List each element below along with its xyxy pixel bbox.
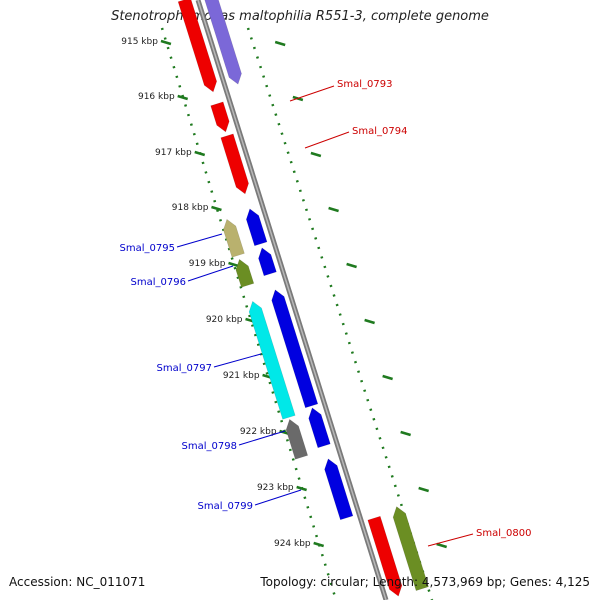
gene-label[interactable]: Smal_0796	[131, 277, 186, 288]
gene-feature[interactable]	[258, 247, 277, 277]
outer-kbp-tick	[418, 486, 430, 493]
outer-kbp-tick	[310, 151, 322, 158]
gene-callout-line	[187, 265, 234, 282]
kbp-tick-label: 921 kbp	[223, 371, 260, 381]
gene-feature[interactable]	[245, 208, 268, 247]
gene-label[interactable]: Smal_0799	[198, 501, 253, 512]
kbp-tick-label: 916 kbp	[138, 92, 175, 102]
gene-feature[interactable]	[223, 218, 245, 258]
genome-backbone-highlight	[197, 0, 387, 600]
gene-callout-line	[289, 85, 335, 102]
gene-label[interactable]: Smal_0793	[337, 79, 392, 90]
outer-kbp-tick	[382, 374, 393, 381]
gene-feature[interactable]	[220, 133, 249, 195]
gene-callout-line	[176, 233, 223, 248]
gene-feature[interactable]	[285, 418, 309, 460]
kbp-tick-label: 920 kbp	[206, 315, 243, 325]
gene-feature[interactable]	[248, 300, 296, 420]
inner-kbp-tick	[177, 94, 189, 101]
gene-label[interactable]: Smal_0800	[476, 528, 531, 539]
inner-kbp-tick	[313, 541, 325, 548]
inner-tick-rail	[160, 27, 338, 600]
gene-feature[interactable]	[367, 515, 403, 597]
gene-feature[interactable]	[177, 0, 218, 93]
outer-kbp-tick	[436, 542, 448, 549]
accession-text: Accession: NC_011071	[9, 575, 146, 589]
gene-callout-line	[304, 131, 350, 149]
gene-feature[interactable]	[324, 458, 354, 521]
outer-kbp-tick	[274, 40, 286, 47]
inner-kbp-tick	[228, 261, 239, 268]
inner-kbp-tick	[160, 39, 172, 46]
kbp-tick-label: 924 kbp	[274, 539, 311, 549]
topology-text: Topology: circular; Length: 4,573,969 bp…	[260, 575, 590, 589]
outer-kbp-tick	[400, 430, 411, 437]
gene-feature[interactable]	[308, 407, 331, 449]
kbp-tick-label: 915 kbp	[121, 37, 158, 47]
gene-label[interactable]: Smal_0794	[352, 126, 407, 137]
kbp-tick-label: 923 kbp	[257, 483, 294, 493]
outer-kbp-tick	[328, 206, 339, 213]
gene-callout-line	[254, 489, 302, 506]
outer-kbp-tick	[346, 262, 357, 269]
gene-label[interactable]: Smal_0797	[157, 363, 212, 374]
outer-kbp-tick	[364, 318, 375, 325]
gene-feature[interactable]	[392, 506, 429, 591]
kbp-tick-label: 917 kbp	[155, 148, 192, 158]
kbp-tick-label: 919 kbp	[189, 259, 226, 269]
gene-callout-line	[427, 533, 474, 547]
outer-tick-rail	[246, 27, 434, 600]
kbp-tick-label: 922 kbp	[240, 427, 277, 437]
gene-feature[interactable]	[203, 0, 242, 85]
gene-label[interactable]: Smal_0798	[182, 441, 237, 452]
kbp-tick-label: 918 kbp	[172, 203, 209, 213]
inner-kbp-tick	[296, 485, 307, 492]
inner-kbp-tick	[194, 150, 206, 157]
gene-callout-line	[238, 430, 286, 446]
gene-label[interactable]: Smal_0795	[120, 243, 175, 254]
inner-kbp-tick	[211, 205, 222, 212]
gene-callout-line	[213, 353, 262, 368]
gene-feature[interactable]	[235, 258, 255, 288]
gene-feature[interactable]	[210, 101, 230, 133]
gene-feature[interactable]	[271, 289, 319, 409]
